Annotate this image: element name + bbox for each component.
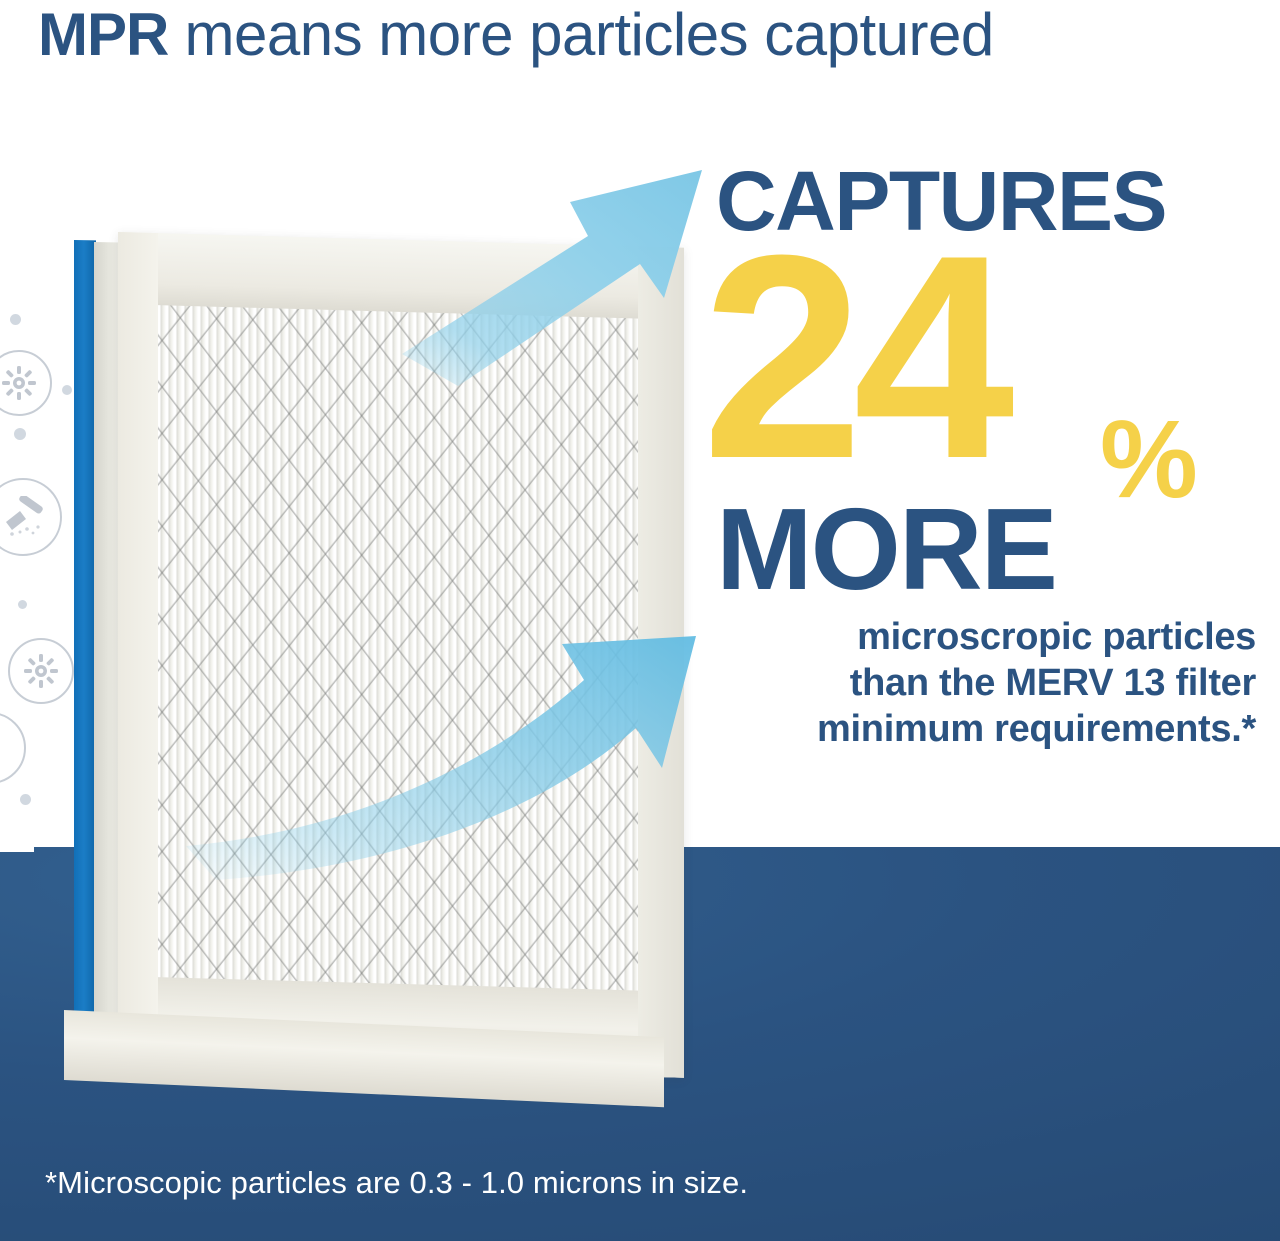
- claim-subtext: microscropic particles than the MERV 13 …: [716, 614, 1256, 752]
- footnote-text: *Microscopic particles are 0.3 - 1.0 mic…: [45, 1165, 749, 1200]
- filter-frame-left: [118, 232, 158, 1064]
- particle-dot: [20, 794, 31, 805]
- claim-number-row: 24 %: [702, 212, 1276, 515]
- claim-percent-symbol: %: [1100, 398, 1198, 521]
- air-filter-product: Filtrete: [74, 232, 684, 1078]
- filter-wire-mesh: [158, 299, 638, 997]
- filter-frame-right: [638, 246, 684, 1078]
- claim-subtext-line-2: than the MERV 13 filter: [849, 662, 1257, 704]
- filter-pleated-media: [158, 299, 638, 997]
- filter-front-face: [118, 232, 684, 1078]
- filtrete-brand-spine: Filtrete: [74, 240, 115, 1063]
- claim-captures-label: CAPTURES: [716, 154, 1168, 248]
- panel-notch: [0, 800, 34, 852]
- page-title: MPR means more particles captured: [38, 2, 1268, 70]
- filter-depth-face: [94, 242, 120, 1063]
- smoke-icon: [0, 712, 26, 784]
- claim-subtext-line-3: minimum requirements.*: [817, 708, 1256, 750]
- claim-number-value: 24: [702, 195, 1015, 519]
- particle-dot: [14, 428, 26, 440]
- claim-subtext-line-1: microscropic particles: [857, 616, 1256, 658]
- particle-dot: [18, 600, 27, 609]
- dust-brush-icon: [0, 478, 62, 556]
- particle-icon-group: [0, 300, 98, 820]
- page-title-strong: MPR: [38, 1, 169, 68]
- claim-more-label: MORE: [716, 484, 1058, 614]
- claim-block: CAPTURES 24 % MORE microscropic particle…: [702, 154, 1276, 752]
- particle-dot: [10, 314, 21, 325]
- page-title-rest: means more particles captured: [168, 1, 995, 68]
- particle-dot: [62, 385, 72, 395]
- pollen-spore-icon: [0, 350, 52, 416]
- pollen-spore-icon: [8, 638, 74, 704]
